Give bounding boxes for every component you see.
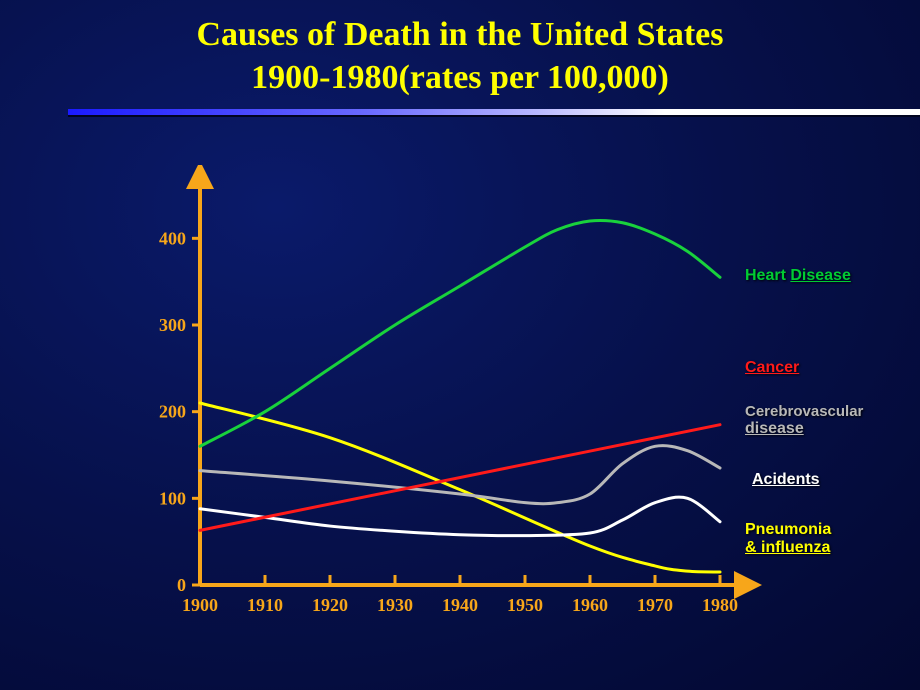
svg-text:1960: 1960: [572, 595, 608, 615]
svg-text:1940: 1940: [442, 595, 478, 615]
svg-text:0: 0: [177, 575, 186, 595]
svg-text:300: 300: [159, 315, 186, 335]
svg-text:1920: 1920: [312, 595, 348, 615]
axes-group: [200, 175, 748, 585]
legend-cerebrovascular: Cerebrovascular disease: [745, 403, 863, 438]
svg-text:1930: 1930: [377, 595, 413, 615]
legend-pneumonia-influenza: Pneumonia & influenza: [745, 521, 831, 557]
svg-text:200: 200: [159, 402, 186, 422]
title-underline-rule: [68, 109, 920, 115]
legend-accidents: Acidents: [752, 471, 820, 489]
legend-cancer: Cancer: [745, 359, 799, 377]
svg-text:1900: 1900: [182, 595, 218, 615]
title-block: Causes of Death in the United States 190…: [0, 0, 920, 99]
svg-text:1950: 1950: [507, 595, 543, 615]
chart-area: 0 100 200 300 400 1900 1910 1920 1930 1940 1950 196…: [0, 165, 920, 685]
svg-text:100: 100: [159, 488, 186, 508]
legend-heart-disease: Heart Disease: [745, 267, 851, 285]
title-line-2: 1900-1980(rates per 100,000): [0, 57, 920, 100]
svg-text:400: 400: [159, 228, 186, 248]
svg-text:1970: 1970: [637, 595, 673, 615]
svg-text:1980: 1980: [702, 595, 738, 615]
series-group: [200, 220, 720, 572]
svg-text:1910: 1910: [247, 595, 283, 615]
title-line-1: Causes of Death in the United States: [0, 14, 920, 57]
